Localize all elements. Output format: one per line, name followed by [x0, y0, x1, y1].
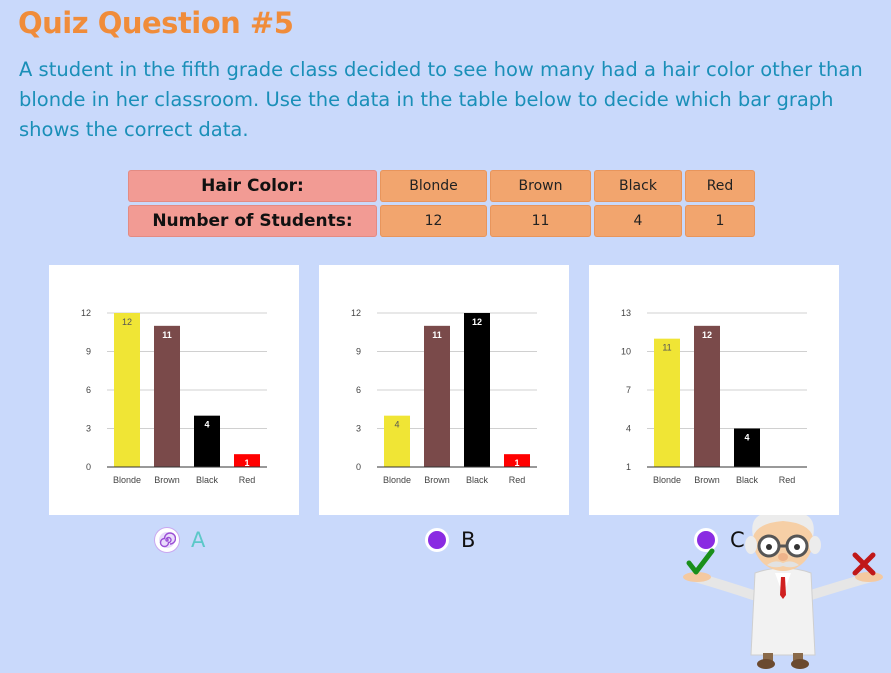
y-tick-label: 9 [356, 347, 361, 357]
x-tick-label: Black [196, 475, 219, 485]
cell-count-black: 4 [594, 205, 682, 237]
bar-red [504, 454, 530, 467]
y-tick-label: 10 [621, 347, 631, 357]
bar-black [734, 428, 760, 467]
header-number-of-students: Number of Students: [128, 205, 377, 237]
y-tick-label: 3 [86, 424, 91, 434]
cell-count-red: 1 [685, 205, 755, 237]
bar-blonde [384, 415, 410, 467]
radio-b[interactable] [425, 528, 449, 552]
data-label: 11 [662, 343, 671, 353]
bar-blonde [114, 313, 140, 467]
y-tick-label: 3 [356, 424, 361, 434]
option-a-label[interactable]: A [191, 528, 206, 552]
bar-chart-b: 0 3 6 9 12 4 Blonde 11 Brown 12 Black 1 Red [351, 308, 537, 485]
y-tick-label: 1 [626, 462, 631, 472]
question-text: A student in the fifth grade class decid… [19, 58, 863, 141]
bar-blonde [654, 338, 680, 467]
chart-card-c: 1 4 7 10 13 11 Blonde 12 Brown 4 Black 1 Red [589, 265, 839, 515]
bar-black [464, 313, 490, 467]
x-tick-label: Blonde [383, 475, 411, 485]
data-label: 4 [744, 433, 749, 443]
data-label: 1 [514, 458, 519, 468]
cell-color-blonde: Blonde [380, 170, 487, 202]
spiral-icon [159, 532, 176, 548]
x-tick-label: Red [239, 475, 256, 485]
bar-chart-a: 0 3 6 9 12 12 Blonde 11 Brown 4 Black 1 Red [81, 308, 267, 485]
y-tick-label: 9 [86, 347, 91, 357]
quiz-title: Quiz Question #5 [18, 6, 294, 40]
x-tick-label: Brown [694, 475, 720, 485]
header-hair-color: Hair Color: [128, 170, 377, 202]
chart-card-b: 0 3 6 9 12 4 Blonde 11 Brown 12 Black 1 Red [319, 265, 569, 515]
cell-color-red: Red [685, 170, 755, 202]
x-tick-label: Blonde [653, 475, 681, 485]
cell-color-black: Black [594, 170, 682, 202]
bar-black [194, 415, 220, 467]
y-tick-label: 0 [356, 462, 361, 472]
radio-c[interactable] [694, 528, 718, 552]
x-tick-label: Blonde [113, 475, 141, 485]
x-tick-label: Brown [154, 475, 180, 485]
data-label: 4 [204, 420, 209, 430]
data-label: 12 [472, 317, 482, 327]
data-label: 12 [702, 330, 712, 340]
option-b-label[interactable]: B [461, 528, 476, 552]
x-tick-label: Red [779, 475, 796, 485]
bar-brown [154, 325, 180, 467]
data-label: 4 [394, 420, 399, 430]
y-tick-label: 7 [626, 385, 631, 395]
x-tick-label: Black [466, 475, 489, 485]
x-tick-label: Brown [424, 475, 450, 485]
table-row-count: Number of Students: 12 11 4 1 [128, 205, 758, 237]
check-icon [686, 548, 715, 575]
cell-count-blonde: 12 [380, 205, 487, 237]
y-tick-label: 0 [86, 462, 91, 472]
data-label: 11 [432, 330, 442, 340]
professor-mascot [683, 515, 883, 669]
cross-icon [852, 552, 876, 576]
data-label: 1 [784, 471, 789, 481]
table-row-hair-color: Hair Color: Blonde Brown Black Red [128, 170, 758, 202]
data-label: 1 [244, 458, 249, 468]
bar-brown [694, 325, 720, 467]
x-tick-label: Red [509, 475, 526, 485]
option-c[interactable]: C [694, 525, 745, 555]
x-tick-label: Black [736, 475, 759, 485]
y-tick-label: 4 [626, 424, 631, 434]
data-label: 12 [122, 317, 132, 327]
y-tick-label: 12 [81, 308, 91, 318]
y-tick-label: 13 [621, 308, 631, 318]
bar-brown [424, 325, 450, 467]
y-tick-label: 6 [86, 385, 91, 395]
cell-color-brown: Brown [490, 170, 591, 202]
option-b[interactable]: B [425, 525, 475, 555]
y-tick-label: 6 [356, 385, 361, 395]
radio-a-selected[interactable] [155, 528, 179, 552]
hair-color-table: Hair Color: Blonde Brown Black Red Numbe… [128, 170, 758, 240]
bar-red [234, 454, 260, 467]
option-c-label[interactable]: C [730, 528, 745, 552]
data-label: 11 [162, 330, 172, 340]
option-a[interactable]: A [155, 525, 205, 555]
chart-card-a: 0 3 6 9 12 12 Blonde 11 Brown 4 Black 1 Red [49, 265, 299, 515]
cell-count-brown: 11 [490, 205, 591, 237]
y-tick-label: 12 [351, 308, 361, 318]
